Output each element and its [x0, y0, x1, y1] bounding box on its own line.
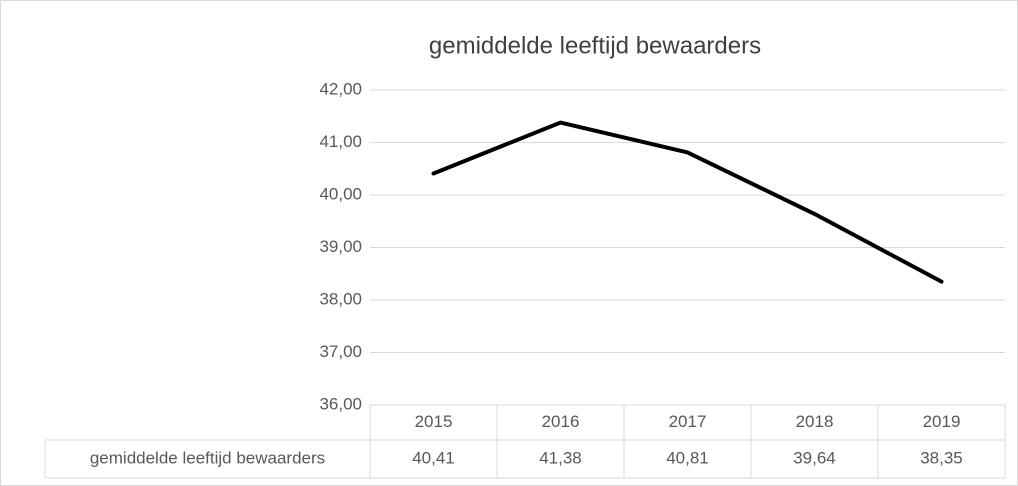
x-tick-label: 2017: [669, 412, 707, 431]
data-table-value: 39,64: [793, 448, 836, 467]
data-table-value: 38,35: [920, 448, 963, 467]
x-tick-label: 2016: [542, 412, 580, 431]
y-tick-label: 40,00: [319, 184, 362, 203]
legend-label: gemiddelde leeftijd bewaarders: [90, 448, 325, 467]
y-tick-label: 38,00: [319, 289, 362, 308]
chart-title: gemiddelde leeftijd bewaarders: [429, 32, 761, 59]
data-table-value: 40,81: [666, 448, 709, 467]
data-table-value: 40,41: [412, 448, 455, 467]
line-series: [431, 120, 944, 284]
y-tick-label: 39,00: [319, 237, 362, 256]
x-tick-label: 2015: [415, 412, 453, 431]
x-tick-label: 2019: [923, 412, 961, 431]
data-table-value: 41,38: [539, 448, 582, 467]
y-tick-label: 42,00: [319, 79, 362, 98]
y-tick-label: 41,00: [319, 132, 362, 151]
x-tick-label: 2018: [796, 412, 834, 431]
y-tick-label: 36,00: [319, 394, 362, 413]
y-tick-label: 37,00: [319, 342, 362, 361]
